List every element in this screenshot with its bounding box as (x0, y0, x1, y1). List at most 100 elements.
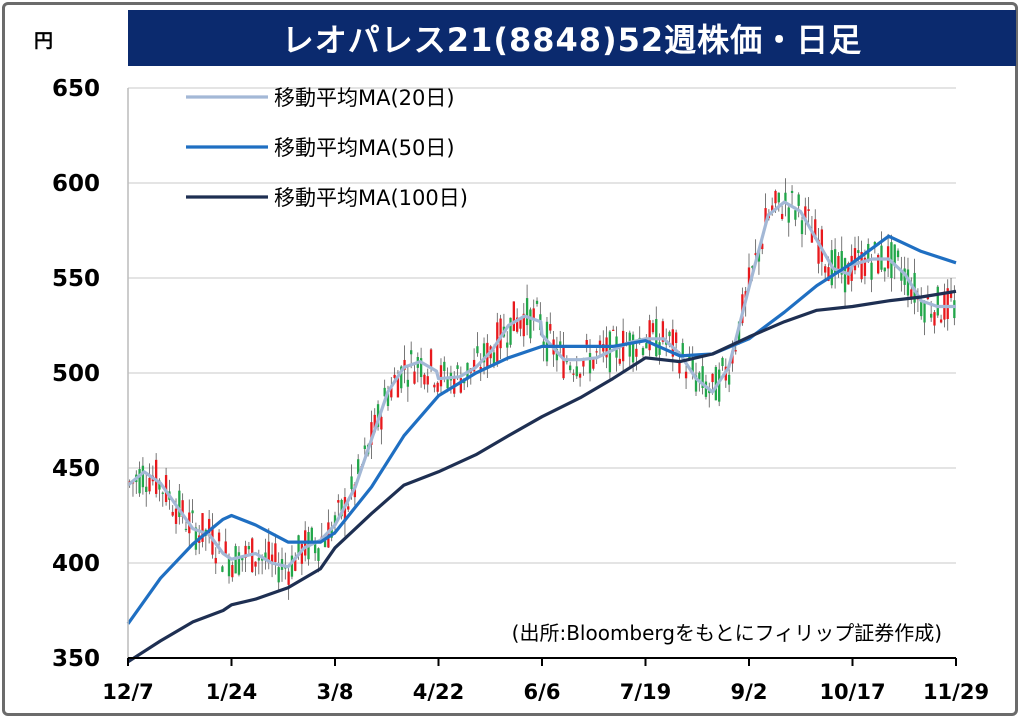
candle-up (436, 382, 439, 392)
candle-down (840, 250, 843, 275)
candle-down (297, 535, 300, 554)
legend-label: 移動平均MA(50日) (274, 136, 455, 160)
candle-up (244, 545, 247, 558)
candle-up (933, 312, 936, 326)
candle-up (373, 414, 376, 433)
candle-down (588, 353, 592, 374)
y-tick-label: 650 (52, 76, 100, 102)
candle-up (522, 313, 525, 337)
candle-down (184, 528, 188, 531)
candle-up (648, 320, 651, 351)
candle-down (688, 356, 691, 359)
candle-up (618, 358, 621, 364)
candle-down (900, 270, 903, 281)
candle-up (174, 508, 178, 524)
candle-up (946, 288, 949, 319)
candle-up (380, 416, 383, 430)
candle-down (698, 372, 701, 380)
candle-down (873, 242, 877, 247)
candle-up (181, 500, 184, 517)
x-tick-label: 10/17 (819, 680, 885, 704)
candle-down (691, 358, 694, 374)
candle-down (506, 342, 509, 348)
candle-up (201, 513, 204, 542)
candle-down (194, 527, 198, 550)
y-tick-label: 550 (52, 266, 100, 292)
x-tick-label: 3/8 (317, 680, 354, 704)
candle-up (148, 477, 151, 492)
candle-down (797, 194, 800, 206)
candle-up (754, 253, 757, 255)
candle-down (138, 469, 141, 494)
ma-line-2 (126, 234, 957, 625)
candle-down (645, 343, 648, 349)
candle-down (701, 366, 704, 388)
candle-down (555, 349, 559, 361)
candle-up (274, 543, 277, 562)
candle-down (704, 381, 708, 397)
candle-up (300, 544, 304, 564)
candle-down (330, 526, 333, 538)
candle-down (323, 539, 327, 547)
candle-up (512, 301, 516, 331)
candle-up (582, 358, 585, 367)
y-unit-label: 円 (34, 30, 54, 52)
candle-down (333, 515, 337, 526)
candle-up (635, 348, 638, 357)
candle-down (718, 369, 721, 402)
ma-line-1 (126, 200, 956, 569)
candle-up (711, 373, 714, 383)
candle-down (906, 269, 910, 296)
candle-down (714, 366, 718, 401)
candle-down (363, 445, 366, 450)
candle-down (896, 250, 900, 258)
candle-up (393, 374, 396, 378)
candle-up (562, 347, 565, 379)
candle-down (158, 480, 161, 490)
candle-up (671, 329, 674, 357)
candle-down (446, 379, 449, 389)
candle-up (572, 373, 575, 375)
candle-down (843, 258, 847, 293)
legend-label: 移動平均MA(100日) (274, 186, 468, 210)
candle-down (529, 309, 532, 339)
candle-up (824, 266, 827, 273)
candle-up (472, 359, 476, 372)
candle-down (492, 352, 496, 365)
candle-up (439, 365, 443, 387)
x-tick-label: 7/19 (620, 680, 672, 704)
candle-up (426, 376, 429, 385)
candle-down (694, 375, 698, 392)
candle-down (565, 360, 568, 363)
candle-up (764, 208, 767, 225)
candle-down (893, 244, 896, 267)
x-tick-label: 1/24 (206, 680, 258, 704)
candle-down (313, 543, 317, 554)
candle-down (559, 341, 562, 346)
candle-down (161, 492, 164, 494)
grid-lines (128, 87, 956, 564)
candle-down (383, 387, 386, 397)
candle-up (390, 385, 393, 398)
candle-down (350, 476, 353, 490)
candle-down (386, 393, 390, 407)
candle-down (340, 499, 343, 517)
candle-up (270, 554, 274, 564)
candle-down (419, 358, 423, 378)
candle-up (774, 190, 777, 204)
candle-down (575, 366, 578, 377)
x-tick-label: 12/7 (102, 680, 154, 704)
candle-down (482, 343, 486, 363)
candle-up (612, 329, 615, 331)
candle-down (456, 365, 459, 369)
candle-up (863, 257, 867, 276)
candle-up (423, 374, 426, 385)
candle-down (509, 317, 512, 345)
candle-down (257, 557, 260, 561)
candle-up (217, 532, 221, 542)
candle-up (814, 219, 817, 239)
candle-up (396, 377, 400, 398)
